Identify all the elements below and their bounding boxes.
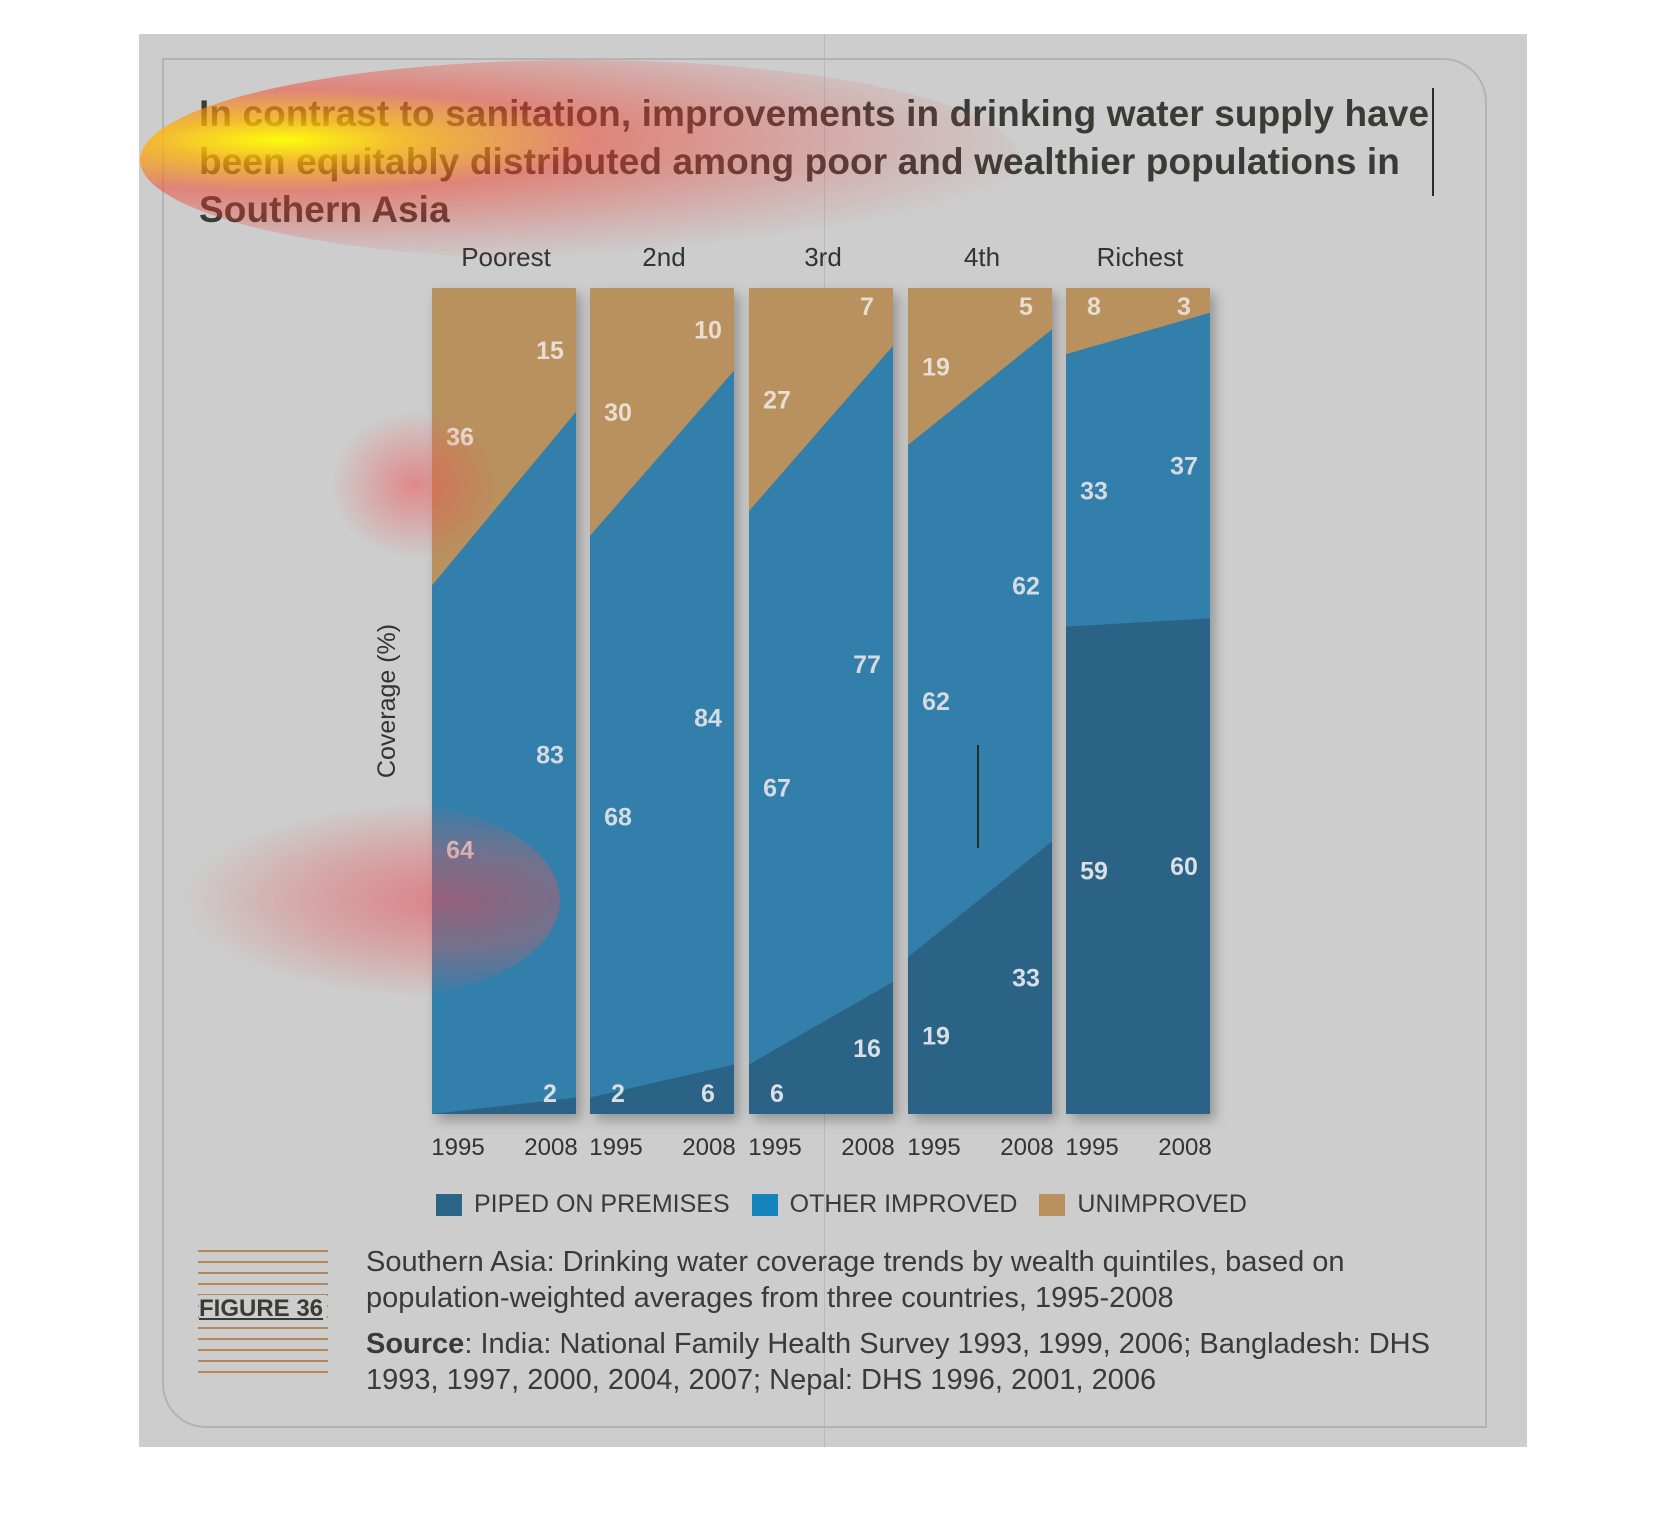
data-label: 5: [1019, 293, 1033, 321]
area-piped: [908, 841, 1052, 1114]
x-tick-label: 1995: [748, 1134, 801, 1161]
legend-item-piped: PIPED ON PREMISES: [436, 1190, 730, 1219]
data-label: 33: [1012, 965, 1040, 993]
data-label: 6: [770, 1080, 784, 1108]
data-label: 15: [536, 337, 564, 365]
data-label: 37: [1170, 453, 1198, 481]
panel-2nd: [590, 288, 734, 1115]
data-label: 10: [694, 316, 722, 344]
chart-legend: PIPED ON PREMISES OTHER IMPROVED UNIMPRO…: [436, 1190, 1269, 1219]
legend-swatch-other-improved: [751, 1193, 778, 1216]
legend-label-other-improved: OTHER IMPROVED: [789, 1190, 1018, 1218]
x-tick-label: 2008: [524, 1134, 577, 1161]
legend-label-piped: PIPED ON PREMISES: [474, 1190, 730, 1218]
area-other-improved: [590, 370, 734, 1115]
panel-richest: [1066, 288, 1210, 1114]
area-other-improved: [749, 345, 893, 1114]
area-piped: [590, 1064, 734, 1114]
data-label: 8: [1087, 293, 1101, 321]
data-label: 2: [543, 1080, 557, 1108]
area-piped: [432, 1097, 576, 1114]
panel-4th: [908, 288, 1052, 1114]
x-tick-label: 1995: [1065, 1134, 1118, 1161]
y-axis-label: Coverage (%): [373, 624, 401, 778]
area-piped: [749, 981, 893, 1114]
data-label: 83: [536, 742, 564, 770]
data-label: 62: [922, 688, 950, 716]
data-label: 67: [763, 775, 791, 803]
data-label: 2: [611, 1080, 625, 1108]
x-tick-label: 1995: [907, 1134, 960, 1161]
figure-caption: Southern Asia: Drinking water coverage t…: [366, 1246, 1345, 1314]
panel-header: Poorest: [461, 242, 551, 272]
data-label: 7: [860, 293, 874, 321]
panel-header: 2nd: [642, 242, 685, 272]
data-label: 64: [446, 837, 474, 865]
source-label: Source: [366, 1328, 465, 1360]
x-tick-label: 2008: [1000, 1134, 1053, 1161]
x-tick-label: 1995: [431, 1134, 484, 1161]
x-tick-label: 1995: [589, 1134, 642, 1161]
x-tick-label: 2008: [841, 1134, 894, 1161]
data-label: 62: [1012, 572, 1040, 600]
data-label: 59: [1080, 857, 1108, 885]
data-label: 33: [1080, 477, 1108, 505]
legend-swatch-unimproved: [1039, 1193, 1066, 1216]
data-label: 77: [853, 651, 881, 679]
data-label: 36: [446, 424, 474, 452]
x-tick-label: 2008: [682, 1134, 735, 1161]
panel-header: 3rd: [804, 242, 842, 272]
source-text: : India: National Family Health Survey 1…: [366, 1328, 1430, 1396]
panel-poorest: [432, 288, 576, 1114]
legend-item-unimproved: UNIMPROVED: [1039, 1190, 1247, 1219]
data-label: 16: [853, 1035, 881, 1063]
data-label: 6: [701, 1080, 715, 1108]
legend-item-other-improved: OTHER IMPROVED: [751, 1190, 1018, 1219]
legend-label-unimproved: UNIMPROVED: [1077, 1190, 1247, 1218]
figure-card: [162, 58, 1487, 1428]
panel-3rd: [749, 288, 893, 1114]
mouse-cursor: [977, 745, 979, 848]
data-label: 19: [922, 1023, 950, 1051]
area-piped: [1066, 618, 1210, 1114]
text-cursor: [1432, 88, 1434, 196]
data-label: 68: [604, 804, 632, 832]
data-label: 19: [922, 353, 950, 381]
x-tick-label: 2008: [1158, 1134, 1211, 1161]
figure-source: Source: India: National Family Health Su…: [366, 1326, 1446, 1398]
data-label: 30: [604, 399, 632, 427]
data-label: 27: [763, 387, 791, 415]
data-label: 3: [1177, 293, 1191, 321]
data-label: 84: [694, 705, 722, 733]
panel-header: 4th: [964, 242, 1000, 272]
figure-number: FIGURE 36: [199, 1295, 328, 1323]
data-label: 60: [1170, 853, 1198, 881]
panel-header: Richest: [1097, 242, 1184, 272]
legend-swatch-piped: [436, 1193, 462, 1216]
